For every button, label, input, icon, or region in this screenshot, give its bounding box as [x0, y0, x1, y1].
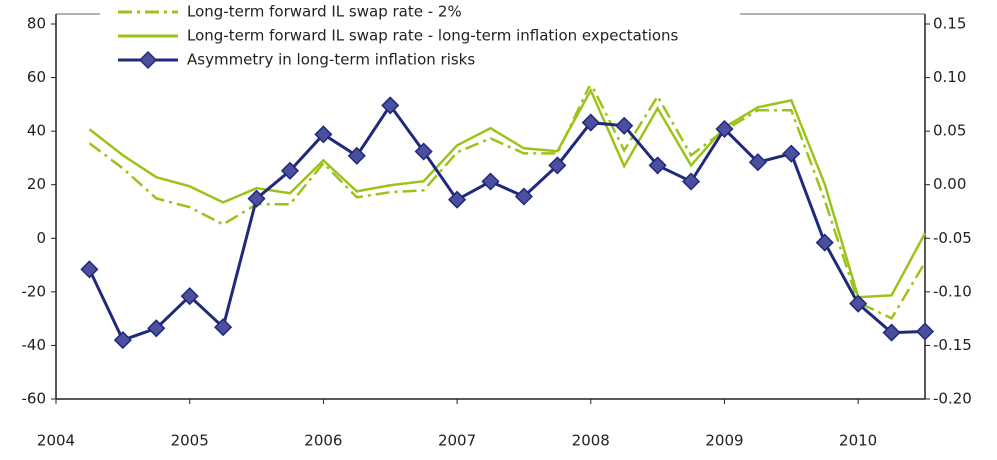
legend: Long-term forward IL swap rate - 2% Long-…	[100, 0, 740, 86]
y-tick-label: -40	[22, 336, 47, 354]
y2-tick-label: 0.00	[933, 175, 966, 193]
marker	[381, 96, 400, 115]
legend-label: Long-term forward IL swap rate - long-te…	[187, 27, 679, 45]
marker	[849, 294, 868, 313]
y-tick-label: 0	[36, 229, 46, 247]
y-tick-label: 20	[27, 175, 46, 193]
x-tick-label: 2006	[304, 432, 342, 450]
series-line	[88, 102, 926, 342]
y2-tick-label: -0.20	[933, 390, 972, 408]
marker	[648, 156, 667, 175]
x-tick-label: 2008	[572, 432, 610, 450]
x-tick-label: 2005	[171, 432, 209, 450]
x-tick-label: 2007	[438, 432, 476, 450]
marker	[715, 119, 734, 139]
series-line	[88, 80, 927, 320]
marker	[214, 318, 233, 337]
y-tick-label: 60	[27, 68, 46, 86]
marker	[681, 172, 701, 191]
y-tick-label: -20	[22, 282, 47, 300]
y-tick-label: -60	[22, 390, 47, 408]
legend-label: Asymmetry in long-term inflation risks	[187, 51, 475, 69]
marker	[448, 190, 467, 209]
marker	[815, 233, 834, 252]
marker	[915, 322, 935, 341]
legend-marker	[138, 50, 158, 70]
y2-tick-label: -0.15	[933, 336, 972, 354]
marker	[347, 146, 366, 165]
marker	[514, 187, 533, 206]
x-tick-label: 2010	[839, 432, 877, 450]
marker	[113, 331, 132, 350]
series-line	[88, 87, 927, 299]
marker	[548, 156, 567, 175]
marker	[180, 287, 199, 306]
y-tick-label: 40	[27, 122, 46, 140]
y2-tick-label: 0.05	[933, 122, 966, 140]
x-tick-label: 2004	[37, 432, 75, 450]
legend-label: Long-term forward IL swap rate - 2%	[187, 3, 462, 21]
marker	[748, 153, 767, 172]
y-tick-label: 80	[27, 15, 46, 33]
marker	[414, 142, 433, 161]
marker	[882, 323, 901, 342]
legend-box	[100, 0, 740, 86]
x-tick-label: 2009	[705, 432, 743, 450]
marker	[247, 189, 266, 208]
marker	[481, 172, 500, 191]
marker	[581, 113, 600, 132]
marker	[615, 116, 634, 135]
y2-tick-label: -0.05	[933, 229, 972, 247]
marker	[314, 125, 333, 144]
y2-tick-label: -0.10	[933, 282, 972, 300]
marker	[782, 144, 801, 163]
y2-tick-label: 0.15	[933, 15, 966, 33]
marker	[147, 319, 166, 338]
y2-tick-label: 0.10	[933, 68, 966, 86]
marker	[280, 161, 300, 180]
marker	[80, 260, 99, 279]
